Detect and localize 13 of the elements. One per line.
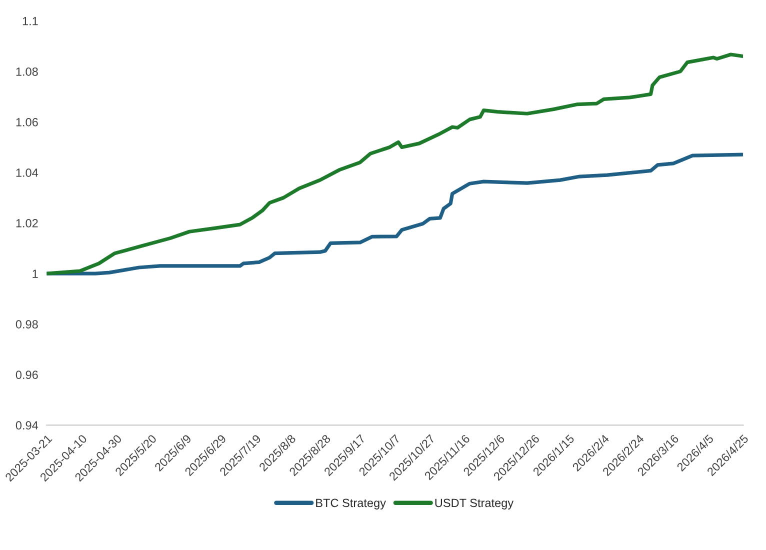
line-series: [46, 152, 744, 276]
y-tick-label: 1.02: [16, 219, 38, 228]
y-tick-label: 1.06: [16, 118, 38, 126]
y-tick-label: 1.08: [16, 67, 38, 76]
legend-label: USDT Strategy: [435, 498, 514, 510]
y-tick-label: 0.98: [16, 320, 38, 328]
y-tick-label: 0.96: [16, 370, 38, 380]
legend-label: BTC Strategy: [316, 498, 386, 510]
y-tick-label: 0.94: [16, 421, 38, 430]
y-tick-label: 1: [32, 270, 38, 278]
line-series: [46, 52, 744, 276]
y-tick-label: 1.1: [22, 17, 38, 26]
y-tick-label: 1.04: [16, 168, 38, 177]
